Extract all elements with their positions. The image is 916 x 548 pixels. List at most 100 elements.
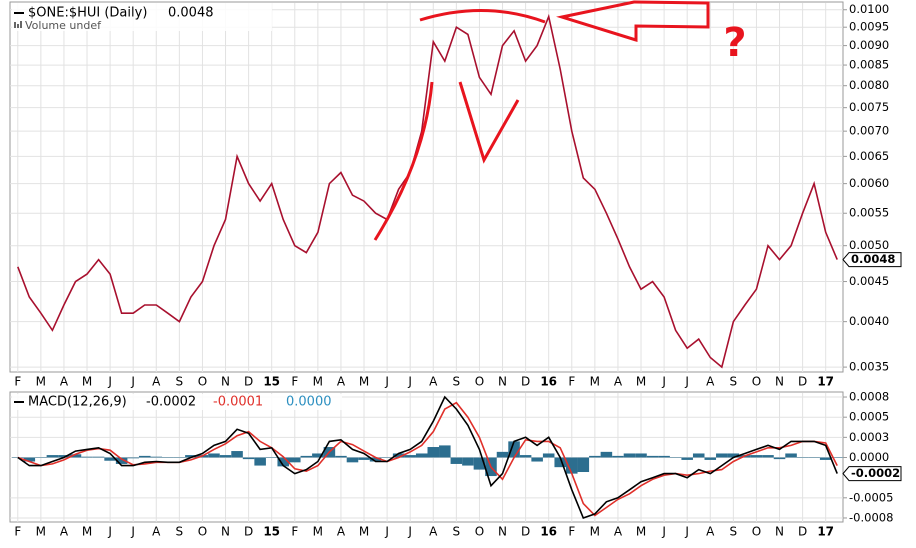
x-tick-label: J [130,375,135,389]
x-tick-label: F [291,375,298,389]
x-tick-label: 16 [540,525,557,539]
histogram-bar [369,457,382,462]
histogram-bar [819,457,832,460]
histogram-bar [566,457,578,474]
series-line [17,13,838,369]
histogram-bar [519,455,532,458]
x-tick-label: N [775,525,784,539]
last-value-box [842,252,902,268]
x-tick-label: S [730,375,738,389]
histogram-bar [127,457,139,459]
last-value-label: -0.0002 [851,466,900,480]
y-tick-label: 0.0000 [849,450,889,464]
x-tick-label: J [107,525,112,539]
annotation-v [458,81,520,164]
y-tick-label: 0.0060 [849,176,889,190]
x-tick-label: A [337,375,346,389]
y-tick-label: 0.0075 [849,100,889,114]
last-value-box [842,466,902,482]
x-tick-label: S [176,525,184,539]
histogram-bar [589,455,601,458]
y-tick-label: 0.0050 [849,238,889,252]
x-tick-label: M [36,525,46,539]
histogram-bar [23,457,36,462]
legend-price: $ONE:$HUI (Daily) 0.0048 Volume undef [12,3,272,32]
y-tick-label: -0.0008 [849,510,893,524]
histogram-bar [750,455,763,458]
x-tick-label: N [498,375,507,389]
x-tick-label: D [244,375,253,389]
x-tick-label: 17 [817,525,834,539]
x-tick-label: D [521,375,530,389]
legend-bg [12,394,342,410]
histogram-bar [208,453,220,458]
x-tick-label: S [176,375,184,389]
histogram-bar [46,455,59,458]
histogram-bar [612,455,624,458]
histogram-bar [173,457,186,458]
histogram-bar [600,451,613,458]
histogram-bar [716,453,728,458]
y-tick-label: -0.0005 [849,490,893,504]
histogram-bar [150,456,163,458]
histogram-bar [35,457,47,458]
histogram-bar [381,457,393,458]
histogram-bar [81,456,93,458]
y-tick-label: 0.0003 [849,430,889,444]
y-tick-label: 0.0008 [849,390,889,404]
x-tick-label: 17 [817,375,834,389]
x-tick-label: J [384,375,389,389]
x-tick-label: A [614,525,623,539]
x-tick-label: A [429,375,438,389]
x-tick-label: J [684,525,689,539]
histogram-bar [219,455,232,458]
histogram-bar [231,451,243,458]
x-tick-label: S [453,375,461,389]
histogram-bar [404,455,416,458]
x-tick-label: J [684,375,689,389]
y-tick-label: 0.0095 [849,20,889,34]
histogram-bar [138,455,151,458]
y-tick-label: 0.0040 [849,314,889,328]
y-tick-label: 0.0085 [849,58,889,72]
histogram-bar [92,456,105,458]
x-tick-label: N [498,525,507,539]
histogram-bar [681,457,693,460]
histogram-bar [265,457,278,458]
y-tick-label: 0.0005 [849,410,889,424]
x-tick-label: F [568,525,575,539]
histogram-bar [692,453,705,458]
x-tick-label: S [453,525,461,539]
y-tick-label: 0.0065 [849,149,889,163]
x-tick-label: M [313,375,323,389]
x-tick-label: J [130,525,135,539]
x-tick-label: A [60,525,69,539]
x-tick-label: J [661,525,666,539]
histogram-bar [69,454,82,458]
x-tick-label: O [475,525,484,539]
histogram-bar [796,457,809,458]
x-tick-label: J [407,525,412,539]
histogram-bar [785,453,797,458]
x-tick-label: A [152,375,161,389]
volume-icon [20,21,22,28]
last-value-label: 0.0048 [851,252,895,266]
legend-bg [12,3,272,31]
histogram-bar [185,455,197,458]
histogram-bar [439,445,451,458]
annotation-arc [419,9,546,24]
histogram-bar [473,457,486,470]
x-tick-label: M [636,525,646,539]
macd-title: MACD(12,26,9) [28,395,127,410]
histogram-bar [415,453,428,458]
histogram-bar [831,457,843,458]
x-tick-label: S [730,525,738,539]
series-line [17,395,838,520]
y-tick-label: 0.0055 [849,206,889,220]
histogram-bar [704,457,717,460]
signal-last: -0.0001 [213,395,263,410]
histogram-bar [635,453,647,458]
volume-icon [17,24,19,28]
x-tick-label: F [14,525,21,539]
